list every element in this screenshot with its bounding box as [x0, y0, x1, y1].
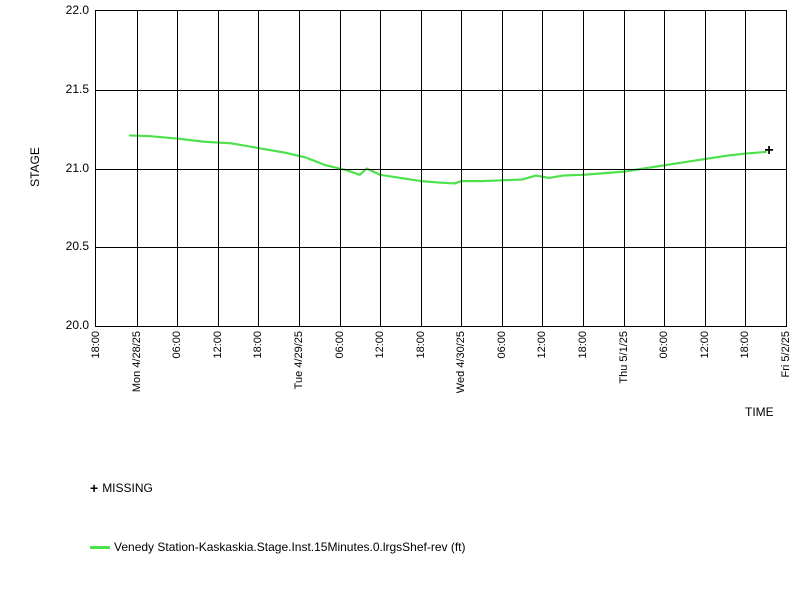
- xtick-label: Thu 5/1/25: [618, 331, 630, 384]
- plot-area: +: [95, 10, 787, 327]
- ytick-label: 20.5: [55, 239, 89, 253]
- xtick-label: Wed 4/30/25: [455, 331, 467, 393]
- ytick-label: 20.0: [55, 318, 89, 332]
- ytick-label: 21.5: [55, 82, 89, 96]
- gridline-vertical: [664, 11, 665, 326]
- gridline-vertical: [137, 11, 138, 326]
- gridline-horizontal: [96, 169, 786, 170]
- gridline-vertical: [340, 11, 341, 326]
- gridline-vertical: [299, 11, 300, 326]
- y-axis-label: STAGE: [28, 147, 42, 187]
- legend-line-swatch: [90, 546, 110, 549]
- gridline-vertical: [461, 11, 462, 326]
- xtick-label: 06:00: [334, 331, 346, 359]
- chart-container: + STAGE TIME + MISSING Venedy Station-Ka…: [0, 0, 800, 600]
- gridline-vertical: [177, 11, 178, 326]
- gridline-vertical: [624, 11, 625, 326]
- gridline-vertical: [745, 11, 746, 326]
- gridline-vertical: [705, 11, 706, 326]
- gridline-vertical: [502, 11, 503, 326]
- xtick-label: 18:00: [90, 331, 102, 359]
- gridline-vertical: [258, 11, 259, 326]
- xtick-label: 12:00: [536, 331, 548, 359]
- xtick-label: 06:00: [496, 331, 508, 359]
- legend-series-label: Venedy Station-Kaskaskia.Stage.Inst.15Mi…: [114, 540, 466, 554]
- end-marker-cross-icon: +: [764, 143, 773, 159]
- xtick-label: 06:00: [171, 331, 183, 359]
- xtick-label: 18:00: [739, 331, 751, 359]
- xtick-label: 18:00: [577, 331, 589, 359]
- xtick-label: Fri 5/2/25: [780, 331, 792, 377]
- legend-series: Venedy Station-Kaskaskia.Stage.Inst.15Mi…: [90, 540, 466, 554]
- legend-missing-label: MISSING: [102, 481, 153, 495]
- xtick-label: 18:00: [252, 331, 264, 359]
- gridline-vertical: [542, 11, 543, 326]
- x-axis-label: TIME: [745, 405, 774, 419]
- gridline-vertical: [421, 11, 422, 326]
- xtick-label: 12:00: [699, 331, 711, 359]
- xtick-label: Tue 4/29/25: [293, 331, 305, 389]
- xtick-label: 18:00: [415, 331, 427, 359]
- gridline-horizontal: [96, 247, 786, 248]
- ytick-label: 21.0: [55, 161, 89, 175]
- xtick-label: Mon 4/28/25: [131, 331, 143, 392]
- gridline-vertical: [218, 11, 219, 326]
- legend-missing: + MISSING: [90, 480, 153, 496]
- xtick-label: 12:00: [212, 331, 224, 359]
- gridline-horizontal: [96, 90, 786, 91]
- xtick-label: 12:00: [374, 331, 386, 359]
- cross-icon: +: [90, 480, 98, 496]
- ytick-label: 22.0: [55, 3, 89, 17]
- xtick-label: 06:00: [658, 331, 670, 359]
- gridline-vertical: [380, 11, 381, 326]
- gridline-vertical: [583, 11, 584, 326]
